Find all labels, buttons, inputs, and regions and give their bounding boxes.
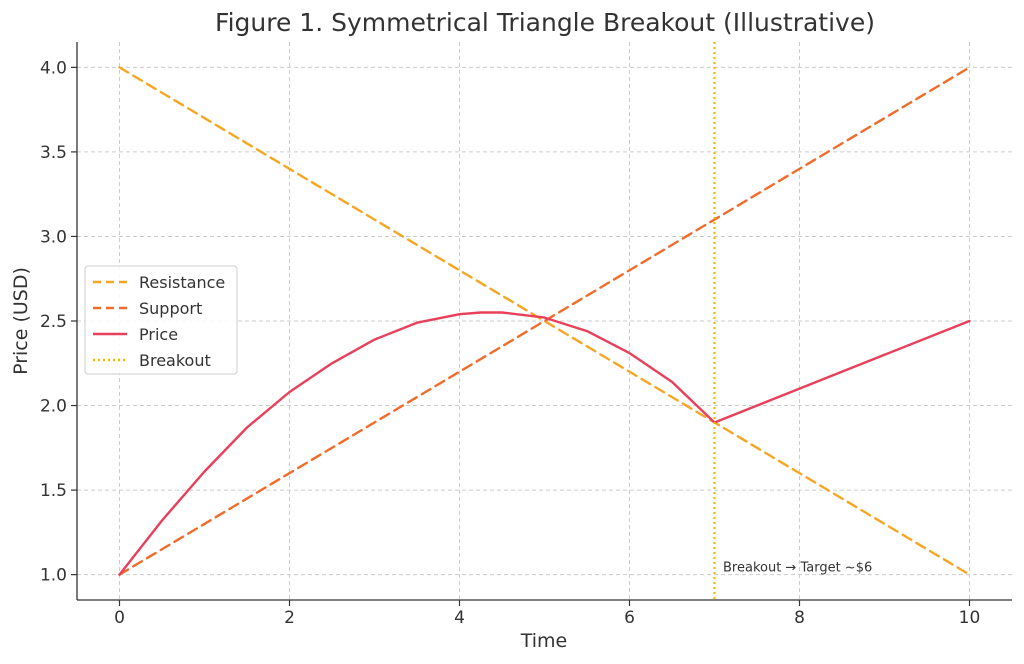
x-tick-label: 4	[454, 608, 465, 628]
y-tick-label: 1.5	[40, 481, 67, 501]
x-tick-label: 0	[114, 608, 125, 628]
legend: Resistance Support Price Breakout	[84, 265, 238, 375]
legend-label: Support	[139, 299, 202, 318]
x-tick-label: 10	[959, 608, 981, 628]
x-tick-label: 6	[624, 608, 635, 628]
y-tick-label: 1.0	[40, 566, 67, 586]
legend-box	[84, 265, 238, 375]
x-tick-label: 8	[794, 608, 805, 628]
support-line	[118, 66, 971, 576]
y-axis-label: Price (USD)	[10, 267, 32, 375]
annotation-text: Breakout → Target ~$6	[723, 560, 872, 575]
price-line	[118, 311, 971, 576]
y-tick-label: 2.0	[40, 397, 67, 417]
legend-label: Price	[139, 325, 178, 344]
y-tick-label: 3.0	[40, 227, 67, 247]
legend-label: Resistance	[139, 273, 225, 292]
legend-label: Breakout	[139, 351, 211, 370]
y-tick-label: 4.0	[40, 58, 67, 78]
chart-title: Figure 1. Symmetrical Triangle Breakout …	[215, 8, 875, 37]
tick-layer: 0 2 4 6 8 10 1.0 1.5 2.0 2.5 3.0 3.5 4.0	[40, 58, 980, 628]
x-tick-label: 2	[284, 608, 295, 628]
annotation-layer: Breakout → Target ~$6	[723, 560, 872, 575]
series-layer	[118, 42, 971, 600]
y-tick-label: 3.5	[40, 143, 67, 163]
x-axis-label: Time	[520, 630, 568, 652]
y-tick-label: 2.5	[40, 312, 67, 332]
